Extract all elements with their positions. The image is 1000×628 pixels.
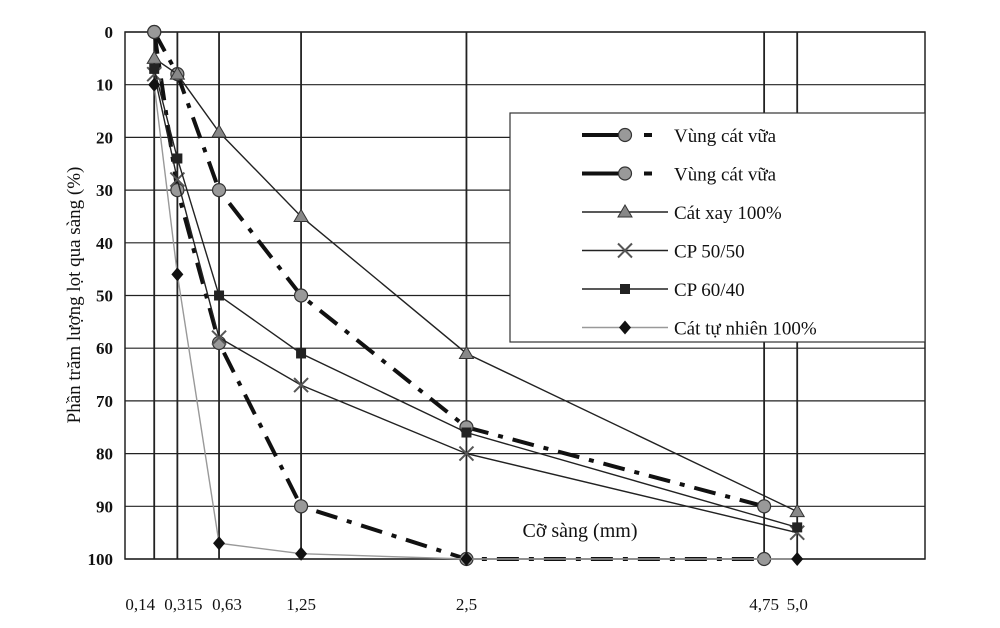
diamond-marker	[295, 546, 308, 561]
x-tick-label: 0,14	[125, 595, 155, 614]
x-tick-label: 4,75	[749, 595, 779, 614]
triangle-marker	[211, 124, 227, 138]
y-tick-label: 100	[88, 550, 114, 569]
cross-marker	[211, 329, 227, 346]
series-line	[153, 84, 798, 560]
y-axis-label: Phần trăm lượng lọt qua sàng (%)	[64, 167, 85, 424]
series-5	[148, 77, 804, 566]
triangle-marker	[146, 50, 163, 64]
legend-label: Cát tự nhiên 100%	[674, 319, 817, 340]
series-2	[146, 50, 806, 518]
legend-item: Vùng cát vữa	[582, 165, 777, 186]
y-tick-label: 70	[96, 392, 113, 411]
circle-marker	[211, 183, 227, 198]
x-axis-label: Cỡ sàng (mm)	[522, 520, 637, 542]
series-4	[149, 63, 803, 533]
series-line	[153, 68, 798, 529]
cross-stroke	[211, 329, 227, 346]
diamond-marker	[460, 552, 473, 566]
cross-marker	[293, 377, 309, 393]
y-tick-label: 50	[96, 287, 113, 306]
diamond-marker	[148, 77, 161, 92]
square-marker	[792, 522, 803, 533]
legend-item: CP 60/40	[582, 280, 745, 301]
circle-marker	[617, 166, 633, 181]
x-tick-label: 0,315	[164, 595, 202, 614]
legend-item: Vùng cát vữa	[582, 126, 777, 147]
y-tick-label: 0	[105, 23, 114, 42]
legend-item: Cát tự nhiên 100%	[582, 319, 817, 340]
y-tick-label: 40	[96, 234, 113, 253]
y-tick-label: 30	[96, 181, 113, 200]
y-tick-label: 90	[96, 497, 113, 516]
legend-item: Cát xay 100%	[582, 203, 782, 224]
diamond-marker	[213, 536, 226, 551]
cross-marker	[458, 445, 475, 462]
square-marker	[149, 63, 160, 74]
x-tick-label: 1,25	[286, 595, 316, 614]
square-marker	[296, 348, 307, 359]
y-tick-label: 10	[96, 76, 113, 95]
circle-marker	[293, 499, 309, 514]
triangle-marker	[293, 208, 309, 222]
diamond-marker	[791, 552, 804, 566]
legend-label: CP 60/40	[674, 280, 745, 301]
legend-item: CP 50/50	[582, 242, 745, 263]
legend-box	[509, 112, 926, 343]
square-marker	[461, 427, 472, 438]
cross-stroke	[458, 445, 475, 462]
square-marker	[214, 290, 225, 301]
legend-label: CP 50/50	[674, 242, 745, 263]
y-tick-label: 20	[96, 128, 113, 147]
x-tick-label: 5,0	[787, 595, 808, 614]
legend-label: Cát xay 100%	[674, 203, 782, 224]
cross-stroke	[293, 377, 309, 393]
cross-stroke	[617, 242, 633, 259]
triangle-marker	[789, 503, 806, 518]
diamond-marker	[171, 267, 184, 282]
series-line	[152, 31, 765, 509]
x-tick-label: 0,63	[212, 595, 242, 614]
circle-marker	[147, 24, 162, 40]
y-tick-label: 80	[96, 445, 113, 464]
circle-marker	[293, 288, 309, 303]
y-tick-label: 60	[96, 339, 113, 358]
cross-marker	[617, 242, 633, 259]
diamond-marker	[619, 320, 631, 335]
series-line	[153, 57, 798, 513]
circle-marker	[617, 127, 633, 143]
circle-marker	[757, 499, 772, 514]
triangle-marker	[458, 345, 475, 359]
triangle-marker	[169, 66, 186, 80]
triangle-marker	[617, 204, 633, 218]
legend-label: Vùng cát vữa	[674, 165, 777, 186]
square-marker	[620, 284, 630, 294]
legend: Vùng cát vữa Vùng cát vữa Cát xay 100% CP 5…	[509, 112, 926, 343]
square-marker	[172, 153, 183, 164]
legend-label: Vùng cát vữa	[674, 126, 777, 147]
x-tick-label: 2,5	[456, 595, 477, 614]
